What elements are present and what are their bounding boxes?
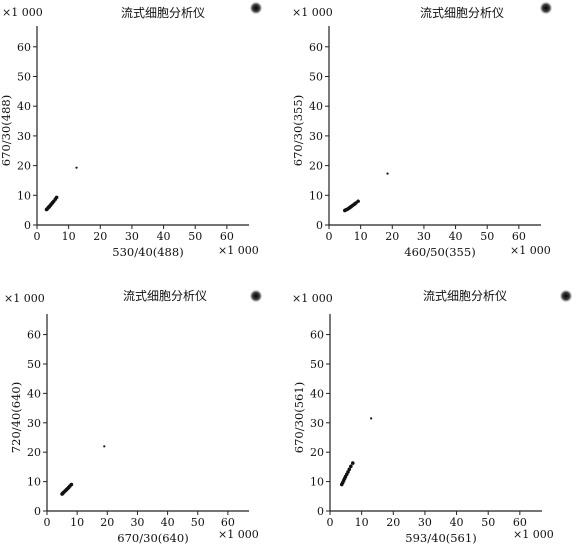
x-tick-label: 20 xyxy=(93,230,107,243)
panel-title: 流式细胞分析仪 xyxy=(123,289,207,303)
y-tick-label: 20 xyxy=(310,446,324,459)
indicator-dot-icon xyxy=(249,289,263,303)
data-point xyxy=(69,482,74,487)
scatter-panel-2: 0 10 20 30 40 50 60 0 10 20 30 40 50 60 流式细胞分析仪 ×1 000 ×… xyxy=(291,1,553,259)
y-multiplier-label: ×1 000 xyxy=(4,292,45,305)
y-tick-label: 10 xyxy=(17,189,31,202)
x-tick-label: 50 xyxy=(188,230,202,243)
x-axis-title: 670/30(640) xyxy=(117,531,188,545)
y-tick-label: 10 xyxy=(310,476,324,489)
y-multiplier-label: ×1 000 xyxy=(292,292,333,305)
x-axis-title: 530/40(488) xyxy=(112,245,183,259)
indicator-dot-icon xyxy=(559,289,573,303)
y-axis-title: 720/40(640) xyxy=(9,382,23,453)
x-axis-title: 460/50(355) xyxy=(404,245,475,259)
x-tick-label: 10 xyxy=(70,516,84,529)
x-tick-label: 10 xyxy=(355,516,369,529)
x-multiplier-label: ×1 000 xyxy=(510,244,551,257)
x-tick-label: 40 xyxy=(161,516,175,529)
x-tick-label: 20 xyxy=(100,516,114,529)
y-tick-label: 0 xyxy=(317,505,324,518)
x-tick-label: 0 xyxy=(44,516,51,529)
x-tick-label: 60 xyxy=(221,516,235,529)
y-tick-label: 0 xyxy=(24,219,31,232)
indicator-dot-icon xyxy=(539,1,553,15)
x-tick-label: 20 xyxy=(385,230,399,243)
scatter-panel-1: 0 10 20 30 40 50 60 0 10 20 30 40 50 60 流式细胞分析仪 ×1 000 ×… xyxy=(0,1,263,259)
y-tick-label: 0 xyxy=(34,505,41,518)
data-point xyxy=(356,199,360,204)
y-axis-title: 670/30(561) xyxy=(292,382,306,453)
indicator-dot-icon xyxy=(249,1,263,15)
y-tick-label: 40 xyxy=(27,387,41,400)
x-tick-label: 0 xyxy=(34,230,41,243)
y-tick-label: 10 xyxy=(309,189,323,202)
y-tick-label: 50 xyxy=(17,70,31,83)
scatter-panel-3: 0 10 20 30 40 50 60 0 10 20 30 40 50 60 流式细胞分析仪 ×1 000 ×… xyxy=(4,289,263,545)
x-tick-label: 10 xyxy=(354,230,368,243)
x-multiplier-label: ×1 000 xyxy=(513,528,554,541)
x-tick-label: 30 xyxy=(125,230,139,243)
data-point xyxy=(54,195,59,200)
x-axis-title: 593/40(561) xyxy=(405,531,476,545)
data-point xyxy=(386,172,389,175)
x-tick-label: 0 xyxy=(326,230,333,243)
y-axis-title: 670/30(355) xyxy=(291,95,305,166)
x-tick-label: 50 xyxy=(480,230,494,243)
x-tick-label: 30 xyxy=(418,516,432,529)
x-tick-label: 0 xyxy=(327,516,334,529)
data-point xyxy=(347,467,352,472)
y-tick-label: 50 xyxy=(310,358,324,371)
y-tick-label: 30 xyxy=(310,417,324,430)
x-tick-label: 60 xyxy=(512,230,526,243)
x-tick-label: 60 xyxy=(513,516,527,529)
data-point xyxy=(349,464,353,469)
y-tick-label: 20 xyxy=(17,160,31,173)
y-tick-label: 40 xyxy=(309,100,323,113)
x-multiplier-label: ×1 000 xyxy=(218,244,259,257)
y-tick-label: 60 xyxy=(17,41,31,54)
panel-title: 流式细胞分析仪 xyxy=(423,289,507,303)
x-tick-label: 30 xyxy=(130,516,144,529)
y-tick-label: 60 xyxy=(27,329,41,342)
y-multiplier-label: ×1 000 xyxy=(292,6,333,19)
y-tick-label: 40 xyxy=(17,100,31,113)
y-tick-label: 0 xyxy=(316,219,323,232)
y-tick-label: 60 xyxy=(309,41,323,54)
scatter-panel-4: 0 10 20 30 40 50 60 0 10 20 30 40 50 60 流式细胞分析仪 ×1 000 ×… xyxy=(292,289,573,545)
x-tick-label: 50 xyxy=(191,516,205,529)
panel-title: 流式细胞分析仪 xyxy=(121,6,205,20)
y-multiplier-label: ×1 000 xyxy=(2,6,43,19)
y-axis-title: 670/30(488) xyxy=(0,95,13,166)
y-tick-label: 50 xyxy=(27,358,41,371)
y-tick-label: 60 xyxy=(310,329,324,342)
y-tick-label: 10 xyxy=(27,476,41,489)
x-tick-label: 30 xyxy=(417,230,431,243)
data-point xyxy=(103,445,106,448)
y-tick-label: 30 xyxy=(17,130,31,143)
data-point xyxy=(370,417,373,420)
x-tick-label: 40 xyxy=(449,230,463,243)
x-tick-label: 50 xyxy=(481,516,495,529)
data-point xyxy=(75,166,78,169)
x-tick-label: 60 xyxy=(220,230,234,243)
panel-title: 流式细胞分析仪 xyxy=(420,6,504,20)
x-tick-label: 40 xyxy=(450,516,464,529)
y-tick-label: 20 xyxy=(309,160,323,173)
x-multiplier-label: ×1 000 xyxy=(218,528,259,541)
y-tick-label: 30 xyxy=(27,417,41,430)
x-tick-label: 10 xyxy=(62,230,76,243)
y-tick-label: 40 xyxy=(310,387,324,400)
y-tick-label: 50 xyxy=(309,70,323,83)
data-point xyxy=(350,461,355,465)
y-tick-label: 20 xyxy=(27,446,41,459)
x-tick-label: 40 xyxy=(157,230,171,243)
x-tick-label: 20 xyxy=(386,516,400,529)
y-tick-label: 30 xyxy=(309,130,323,143)
